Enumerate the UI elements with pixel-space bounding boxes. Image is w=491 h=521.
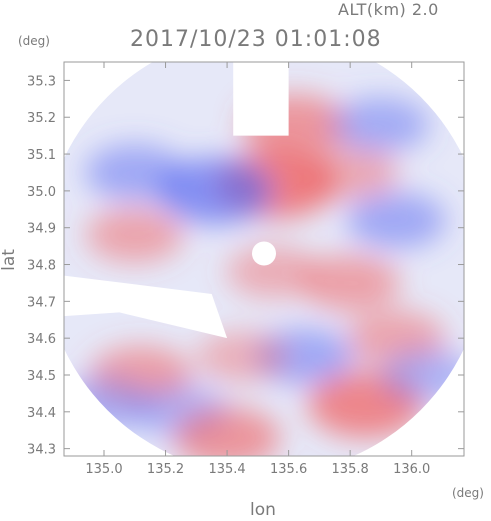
- radar-site: [252, 241, 276, 266]
- velocity-region: [346, 192, 447, 249]
- x-axis-title: lon: [250, 500, 276, 520]
- velocity-region: [85, 207, 184, 263]
- chart-title-timestamp: 2017/10/23 01:01:08: [130, 27, 382, 52]
- x-tick-label: 135.2: [147, 462, 184, 477]
- y-tick-label: 35.3: [27, 74, 56, 89]
- velocity-region: [173, 407, 281, 456]
- y-tick-label: 34.3: [27, 443, 56, 458]
- y-tick-label: 34.9: [27, 222, 56, 237]
- x-axis: 135.0 135.2 135.4 135.6 135.8 136.0: [85, 62, 430, 477]
- y-tick-label: 34.5: [27, 369, 56, 384]
- altitude-label: ALT(km) 2.0: [338, 0, 439, 19]
- plot-frame: [63, 61, 465, 457]
- x-tick-label: 135.8: [332, 462, 369, 477]
- y-tick-label: 34.7: [27, 295, 56, 310]
- velocity-region: [300, 254, 401, 312]
- x-tick-label: 135.6: [270, 462, 307, 477]
- y-axis-unit: (deg): [18, 34, 50, 48]
- no-data-region: [64, 275, 228, 339]
- y-tick-label: 34.4: [27, 406, 56, 421]
- velocity-region: [226, 245, 320, 299]
- velocity-region: [196, 331, 288, 383]
- y-tick-label: 35.2: [27, 111, 56, 126]
- x-tick-label: 135.4: [208, 462, 245, 477]
- x-tick-label: 135.0: [85, 462, 122, 477]
- y-tick-label: 35.0: [27, 185, 56, 200]
- velocity-region: [302, 145, 398, 200]
- velocity-region: [332, 96, 430, 153]
- y-tick-label: 34.6: [27, 332, 56, 347]
- y-tick-label: 35.1: [27, 148, 56, 163]
- no-data-region: [233, 62, 289, 136]
- x-axis-unit: (deg): [452, 486, 484, 500]
- y-tick-label: 34.8: [27, 259, 56, 274]
- x-tick-label: 136.0: [393, 462, 430, 477]
- velocity-region: [157, 157, 273, 225]
- velocity-region: [84, 144, 185, 201]
- y-axis: 34.3 34.4 34.5 34.6 34.7 34.8 34.9 35.0 35.1 35.2…: [27, 74, 464, 458]
